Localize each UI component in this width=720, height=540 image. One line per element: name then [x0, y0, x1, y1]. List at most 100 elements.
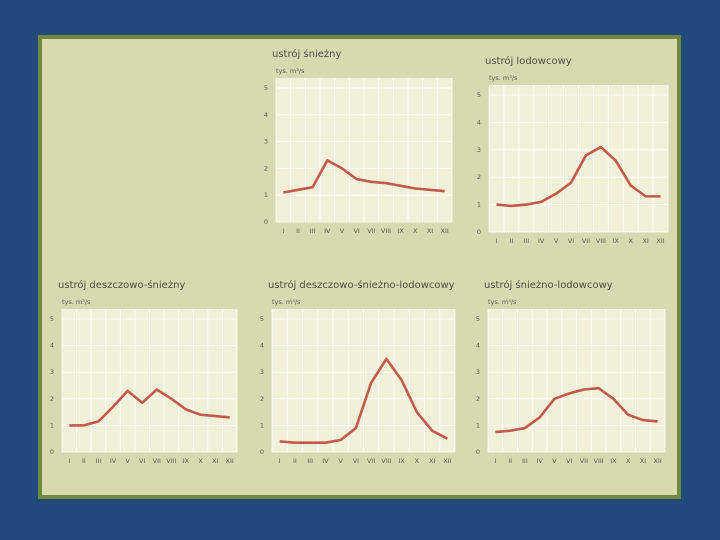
x-tick-label: VI: [566, 457, 572, 465]
x-tick-label: II: [508, 457, 512, 465]
x-tick-label: VII: [582, 237, 590, 245]
y-tick-label: 1: [50, 421, 54, 429]
x-tick-label: IV: [536, 457, 543, 465]
x-tick-label: II: [296, 227, 300, 235]
x-tick-label: I: [279, 457, 281, 465]
x-tick-label: III: [96, 457, 102, 465]
y-tick-label: 4: [477, 118, 481, 126]
y-tick-label: 3: [260, 368, 264, 376]
x-tick-label: IX: [398, 457, 405, 465]
y-axis-label: tys. m³/s: [489, 74, 518, 82]
x-tick-label: VII: [580, 457, 588, 465]
data-line: [279, 357, 448, 444]
x-tick-label: X: [413, 227, 418, 235]
x-tick-label: XI: [212, 457, 218, 465]
y-axis-label: tys. m³/s: [488, 298, 517, 306]
y-tick-label: 3: [476, 368, 480, 376]
x-tick-label: VII: [367, 457, 375, 465]
y-tick-label: 2: [264, 164, 268, 172]
x-tick-label: IX: [183, 457, 190, 465]
y-tick-label: 1: [264, 191, 268, 199]
x-tick-label: V: [125, 457, 130, 465]
x-tick-label: VIII: [596, 237, 606, 245]
x-tick-label: X: [628, 237, 633, 245]
x-tick-label: IV: [538, 237, 545, 245]
y-tick-label: 2: [476, 395, 480, 403]
y-tick-label: 1: [477, 201, 481, 209]
x-tick-label: IX: [613, 237, 620, 245]
y-tick-label: 0: [477, 228, 481, 236]
chart-title: ustrój śnieżno-lodowcowy: [484, 279, 613, 291]
x-tick-label: XI: [640, 457, 646, 465]
x-tick-label: III: [523, 237, 529, 245]
y-axis-label: tys. m³/s: [276, 67, 305, 75]
data-line: [495, 386, 658, 434]
y-tick-label: 0: [476, 448, 480, 456]
x-tick-label: IV: [324, 227, 331, 235]
data-line: [69, 388, 230, 427]
y-tick-label: 2: [477, 173, 481, 181]
x-tick-label: VIII: [381, 227, 391, 235]
y-tick-label: 2: [50, 395, 54, 403]
x-tick-label: III: [307, 457, 313, 465]
x-tick-label: III: [522, 457, 528, 465]
x-tick-label: II: [293, 457, 297, 465]
y-tick-label: 0: [260, 448, 264, 456]
x-tick-label: VIII: [166, 457, 176, 465]
data-line: [283, 159, 445, 194]
y-tick-label: 4: [260, 342, 264, 350]
y-tick-label: 2: [260, 395, 264, 403]
y-tick-label: 4: [50, 342, 54, 350]
chart-title: ustrój lodowcowy: [485, 55, 572, 67]
x-tick-label: I: [282, 227, 284, 235]
x-tick-label: II: [82, 457, 86, 465]
y-tick-label: 5: [264, 84, 268, 92]
y-axis-label: tys. m³/s: [62, 298, 91, 306]
chart-title: ustrój deszczowo-śnieżny: [58, 279, 185, 291]
x-tick-label: I: [494, 457, 496, 465]
x-tick-label: IX: [610, 457, 617, 465]
x-tick-label: VI: [353, 457, 359, 465]
x-tick-label: XII: [656, 237, 664, 245]
x-tick-label: V: [340, 227, 345, 235]
x-tick-label: VI: [139, 457, 145, 465]
x-tick-label: X: [626, 457, 631, 465]
x-tick-label: VIII: [381, 457, 391, 465]
x-tick-label: XII: [441, 227, 449, 235]
x-tick-label: III: [310, 227, 316, 235]
x-tick-label: II: [509, 237, 513, 245]
x-tick-label: XI: [427, 227, 433, 235]
y-tick-label: 3: [50, 368, 54, 376]
x-tick-label: XII: [226, 457, 234, 465]
x-tick-label: IV: [110, 457, 117, 465]
y-tick-label: 0: [50, 448, 54, 456]
chart-title: ustrój deszczowo-śnieżno-lodowcowy: [268, 279, 455, 291]
x-tick-label: VII: [153, 457, 161, 465]
x-tick-label: V: [554, 237, 559, 245]
x-tick-label: V: [338, 457, 343, 465]
x-tick-label: I: [495, 237, 497, 245]
x-tick-label: XI: [429, 457, 435, 465]
y-tick-label: 4: [476, 342, 480, 350]
y-tick-label: 1: [476, 421, 480, 429]
x-tick-label: VI: [353, 227, 359, 235]
x-tick-label: VIII: [594, 457, 604, 465]
y-tick-label: 5: [260, 315, 264, 323]
x-tick-label: XI: [642, 237, 648, 245]
x-tick-label: X: [415, 457, 420, 465]
x-tick-label: I: [68, 457, 70, 465]
x-tick-label: XII: [653, 457, 661, 465]
y-tick-label: 4: [264, 111, 268, 119]
x-tick-label: IX: [397, 227, 404, 235]
y-tick-label: 5: [477, 91, 481, 99]
y-tick-label: 5: [50, 315, 54, 323]
x-tick-label: V: [552, 457, 557, 465]
y-tick-label: 3: [264, 138, 268, 146]
x-tick-label: VI: [568, 237, 574, 245]
y-tick-label: 0: [264, 218, 268, 226]
y-tick-label: 3: [477, 146, 481, 154]
x-tick-label: IV: [322, 457, 329, 465]
y-axis-label: tys. m³/s: [272, 298, 301, 306]
